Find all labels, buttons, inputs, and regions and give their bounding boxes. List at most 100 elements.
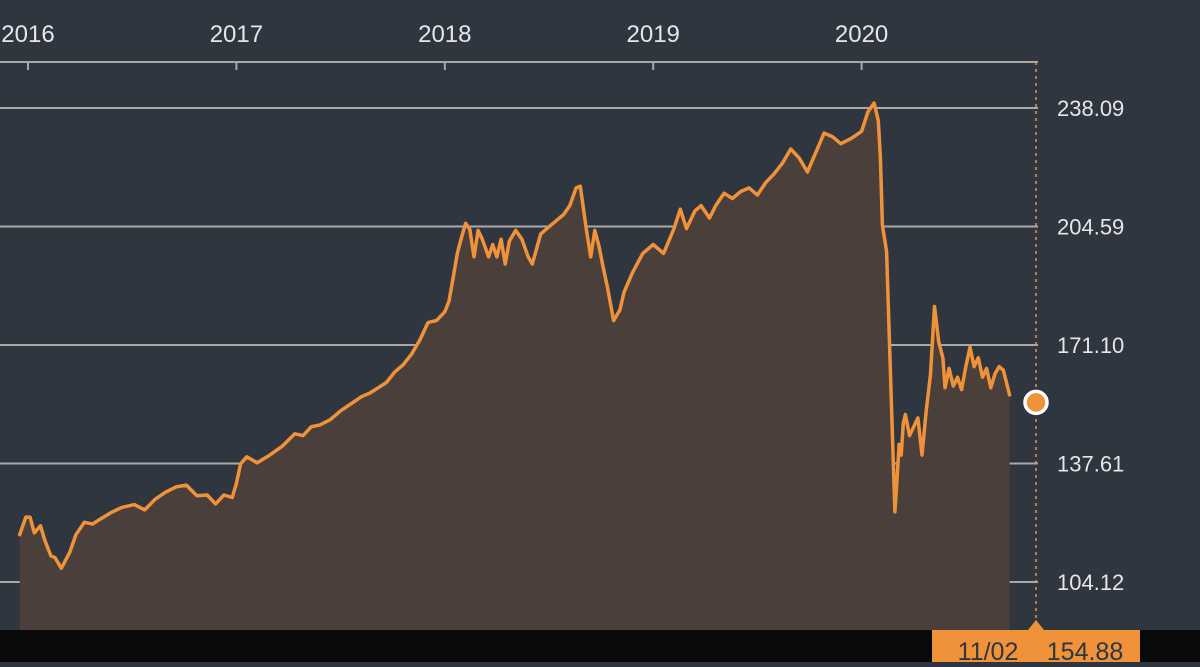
- data-point: [985, 367, 988, 370]
- data-point: [952, 385, 955, 387]
- data-point: [504, 263, 507, 265]
- data-point: [562, 213, 565, 216]
- data-point: [925, 410, 927, 412]
- data-point: [960, 388, 963, 391]
- data-point: [491, 243, 494, 246]
- data-point: [121, 506, 123, 509]
- x-tick-label: 2020: [835, 21, 888, 48]
- y-tick-label: 104.12: [1057, 570, 1124, 595]
- data-point: [579, 185, 582, 187]
- data-point: [206, 494, 208, 496]
- data-point: [235, 482, 238, 485]
- data-point: [133, 503, 136, 506]
- data-point: [473, 256, 475, 258]
- data-point: [998, 365, 1000, 368]
- data-point: [575, 187, 577, 189]
- data-point: [929, 374, 932, 377]
- data-point: [877, 119, 880, 122]
- data-point: [948, 367, 950, 370]
- data-point: [143, 509, 146, 511]
- data-point: [585, 229, 588, 232]
- data-point: [894, 510, 896, 513]
- data-point: [662, 252, 665, 255]
- data-point: [569, 204, 571, 207]
- data-point: [29, 516, 31, 519]
- crosshair[interactable]: [1023, 62, 1049, 630]
- data-point: [54, 556, 56, 559]
- data-point: [435, 319, 438, 322]
- data-point: [319, 424, 321, 426]
- data-point: [619, 309, 621, 311]
- data-point: [231, 496, 233, 499]
- data-point: [723, 192, 725, 194]
- data-point: [302, 434, 304, 437]
- data-point: [527, 256, 529, 258]
- data-point: [477, 229, 479, 232]
- data-point: [83, 521, 86, 524]
- data-point: [39, 525, 42, 527]
- data-point: [1008, 394, 1011, 396]
- data-point: [91, 523, 94, 525]
- data-point: [981, 376, 984, 379]
- current-value-marker[interactable]: [1023, 389, 1049, 416]
- data-point: [937, 341, 940, 343]
- y-tick-label: 204.59: [1057, 215, 1124, 240]
- data-point: [310, 425, 313, 428]
- data-point: [385, 381, 388, 384]
- data-point: [469, 228, 471, 231]
- area-fill: [19, 103, 1010, 630]
- data-point: [885, 250, 888, 253]
- data-point: [773, 173, 775, 175]
- data-point: [377, 387, 379, 389]
- data-point: [956, 376, 959, 379]
- data-point: [464, 222, 467, 225]
- data-point: [452, 277, 454, 279]
- data-point: [798, 157, 800, 159]
- data-point: [921, 454, 923, 456]
- data-point: [944, 387, 946, 389]
- data-point: [756, 194, 759, 196]
- data-point: [606, 286, 609, 288]
- data-point: [831, 135, 834, 138]
- data-point: [496, 256, 498, 258]
- data-point: [892, 448, 894, 451]
- data-point: [973, 365, 975, 368]
- data-point: [902, 422, 905, 425]
- data-point: [714, 204, 717, 207]
- y-tick-label: 171.10: [1057, 333, 1124, 358]
- y-tick-label: 137.61: [1057, 452, 1124, 477]
- data-point: [539, 233, 542, 235]
- data-point: [419, 339, 421, 341]
- data-point: [60, 567, 63, 570]
- data-point: [444, 311, 446, 313]
- data-point: [912, 425, 915, 428]
- data-point: [594, 229, 596, 232]
- data-point: [933, 305, 936, 308]
- data-point: [110, 511, 113, 514]
- data-point: [589, 256, 592, 258]
- data-point: [329, 418, 332, 421]
- data-point: [521, 238, 523, 240]
- data-point: [673, 227, 675, 230]
- badge-date: 11/02: [958, 638, 1019, 662]
- data-point: [481, 238, 484, 240]
- data-point: [896, 479, 898, 481]
- data-point: [789, 148, 792, 150]
- x-axis: 2016 2017 2018 2019 2020: [0, 21, 1038, 70]
- data-point: [18, 533, 21, 536]
- badge-pointer: [1028, 620, 1044, 630]
- data-point: [456, 252, 459, 255]
- data-point: [214, 503, 217, 505]
- data-point: [50, 555, 52, 557]
- data-point: [548, 226, 550, 228]
- data-point: [508, 240, 511, 242]
- data-point: [427, 321, 429, 324]
- data-point: [867, 111, 869, 113]
- data-point: [500, 238, 502, 240]
- data-point: [43, 539, 46, 541]
- data-point: [739, 190, 742, 193]
- data-point: [694, 210, 696, 212]
- data-point: [977, 357, 980, 359]
- data-point: [823, 132, 825, 134]
